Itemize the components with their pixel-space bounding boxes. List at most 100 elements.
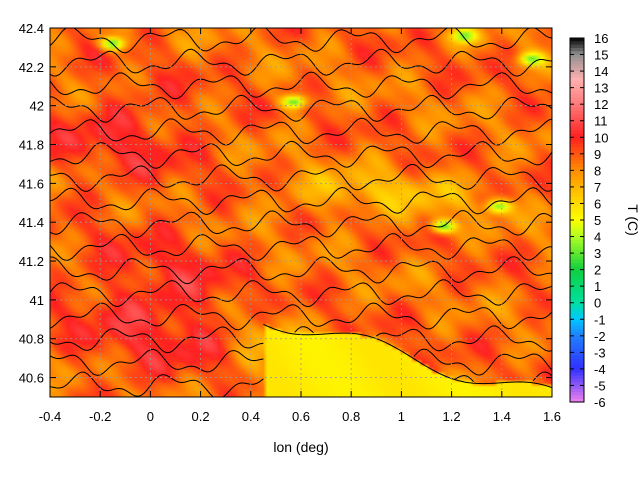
colorbar-segment	[570, 253, 584, 257]
x-tick-label: 1.6	[543, 409, 561, 424]
colorbar-segment	[570, 322, 584, 327]
colorbar-segment	[570, 137, 584, 142]
x-tick-label: 0	[147, 409, 154, 424]
colorbar-segment	[570, 315, 584, 320]
colorbar-segment	[570, 263, 584, 267]
colorbar-segment	[570, 279, 584, 284]
colorbar-tick-label: -4	[594, 362, 606, 377]
colorbar-segment	[570, 335, 584, 340]
colorbar-segment	[570, 183, 584, 188]
colorbar-segment	[570, 196, 584, 201]
x-tick-label: 1.2	[443, 409, 461, 424]
colorbar-segment	[570, 130, 584, 135]
colorbar-segment	[570, 157, 584, 162]
colorbar-segment	[570, 163, 584, 168]
colorbar-segment	[570, 269, 584, 274]
colorbar-segment	[570, 388, 584, 393]
colorbar-segment	[570, 352, 584, 357]
colorbar-segment	[570, 395, 584, 400]
colorbar-segment	[570, 120, 584, 125]
colorbar-segment	[570, 133, 584, 138]
colorbar-tick-label: 5	[594, 213, 601, 228]
colorbar-tick-label: -1	[594, 312, 606, 327]
x-tick-label: 0.6	[292, 409, 310, 424]
colorbar-tick-label: 7	[594, 180, 601, 195]
colorbar-segment	[570, 90, 584, 95]
colorbar-segment	[570, 64, 584, 69]
contour-line	[50, 164, 552, 192]
colorbar-segment	[570, 226, 584, 231]
colorbar-segment	[570, 229, 584, 234]
colorbar-segment	[570, 193, 584, 198]
colorbar-segment	[570, 176, 584, 181]
colorbar-tick-label: 6	[594, 196, 601, 211]
colorbar-segment	[570, 97, 584, 102]
colorbar-segment	[570, 94, 584, 99]
colorbar-segment	[570, 329, 584, 334]
colorbar-segment	[570, 51, 584, 56]
colorbar-segment	[570, 38, 584, 42]
colorbar-segment	[570, 282, 584, 287]
colorbar-segment	[570, 246, 584, 251]
colorbar-segment	[570, 160, 584, 165]
colorbar-segment	[570, 74, 584, 79]
colorbar-segment	[570, 398, 584, 403]
y-tick-label: 42.4	[19, 21, 44, 36]
colorbar-segment	[570, 104, 584, 109]
colorbar-segment	[570, 210, 584, 214]
colorbar-segment	[570, 286, 584, 291]
colorbar-tick-label: -2	[594, 329, 606, 344]
colorbar-segment	[570, 312, 584, 317]
colorbar-segment	[570, 382, 584, 387]
colorbar-title: T (C)	[625, 204, 640, 236]
contour-line	[50, 140, 552, 169]
colorbar-segment	[570, 173, 584, 178]
colorbar-segment	[570, 309, 584, 314]
colorbar-segment	[570, 266, 584, 271]
contour-line	[50, 117, 552, 146]
colorbar-tick-label: 13	[594, 81, 608, 96]
y-tick-label: 41.6	[19, 176, 44, 191]
colorbar-segment	[570, 292, 584, 297]
colorbar-segment	[570, 378, 584, 383]
colorbar-segment	[570, 203, 584, 208]
colorbar-segment	[570, 117, 584, 122]
colorbar-tick-label: 12	[594, 97, 608, 112]
colorbar-tick-label: 8	[594, 163, 601, 178]
colorbar-segment	[570, 289, 584, 294]
y-tick-label: 41.4	[19, 215, 44, 230]
colorbar-segment	[570, 233, 584, 238]
colorbar-tick-label: 16	[594, 31, 608, 46]
colorbar-segment	[570, 87, 584, 92]
colorbar-segment	[570, 332, 584, 337]
contour-line	[50, 348, 552, 376]
colorbar-segment	[570, 167, 584, 171]
colorbar-segment	[570, 67, 584, 72]
colorbar-segment	[570, 127, 584, 132]
y-tick-label: 41	[30, 293, 44, 308]
y-tick-label: 40.6	[19, 371, 44, 386]
colorbar-segment	[570, 110, 584, 115]
colorbar-segment	[570, 44, 584, 49]
colorbar-tick-label: 0	[594, 296, 601, 311]
colorbar-segment	[570, 302, 584, 307]
colorbar-segment	[570, 236, 584, 241]
colorbar-segment	[570, 41, 584, 46]
colorbar-segment	[570, 345, 584, 350]
colorbar-tick-label: 11	[594, 114, 608, 129]
colorbar-segment	[570, 299, 584, 304]
colorbar-tick-label: 10	[594, 130, 608, 145]
colorbar-tick-label: -3	[594, 345, 606, 360]
colorbar-tick-label: 3	[594, 246, 601, 261]
colorbar-segment	[570, 150, 584, 155]
colorbar-segment	[570, 365, 584, 370]
colorbar-segment	[570, 368, 584, 373]
colorbar-segment	[570, 362, 584, 367]
colorbar-segment	[570, 57, 584, 62]
colorbar-segment	[570, 170, 584, 175]
colorbar-segment	[570, 355, 584, 360]
colorbar-segment	[570, 375, 584, 380]
colorbar-segment	[570, 256, 584, 261]
colorbar-tick-label: 9	[594, 147, 601, 162]
